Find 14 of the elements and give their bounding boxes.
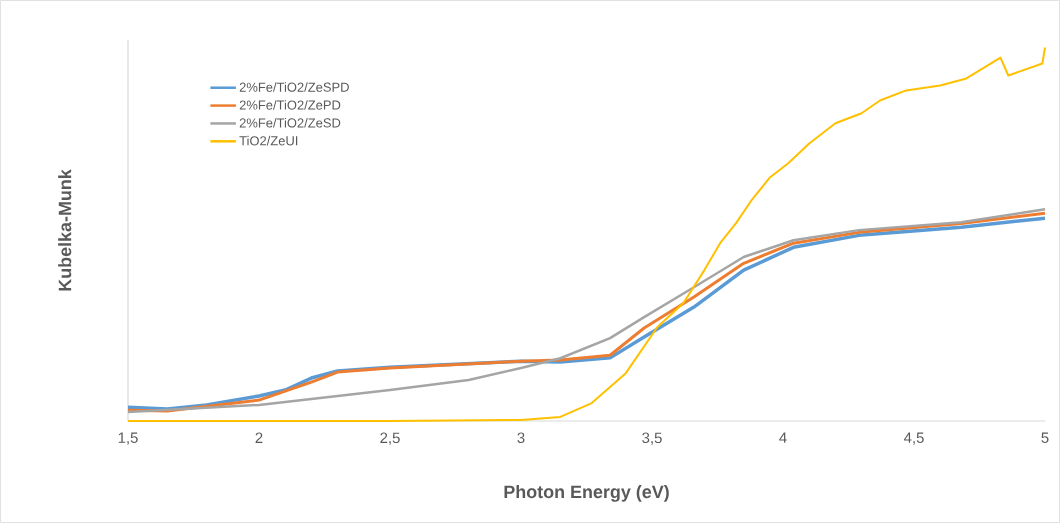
- legend-label: 2%Fe/TiO2/ZeSD: [239, 118, 341, 128]
- x-tick-label: 4,5: [903, 432, 924, 445]
- legend-label: 2%Fe/TiO2/ZePD: [239, 100, 341, 110]
- y-axis-title: Kubelka-Munk: [58, 169, 72, 291]
- x-tick-label: 2: [255, 432, 263, 443]
- x-tick-label: 2,5: [380, 432, 400, 445]
- x-tick-label: 4: [779, 432, 787, 443]
- legend-label: 2%Fe/TiO2/ZeSPD: [239, 82, 349, 92]
- x-tick-label: 3,5: [642, 432, 662, 445]
- x-tick-label: 1,5: [118, 432, 138, 445]
- x-tick-label: 3: [517, 432, 525, 444]
- legend-label: TiO2/ZeUI: [239, 135, 298, 146]
- x-tick-label: 5: [1041, 432, 1049, 443]
- x-axis-title: Photon Energy (eV): [504, 484, 669, 502]
